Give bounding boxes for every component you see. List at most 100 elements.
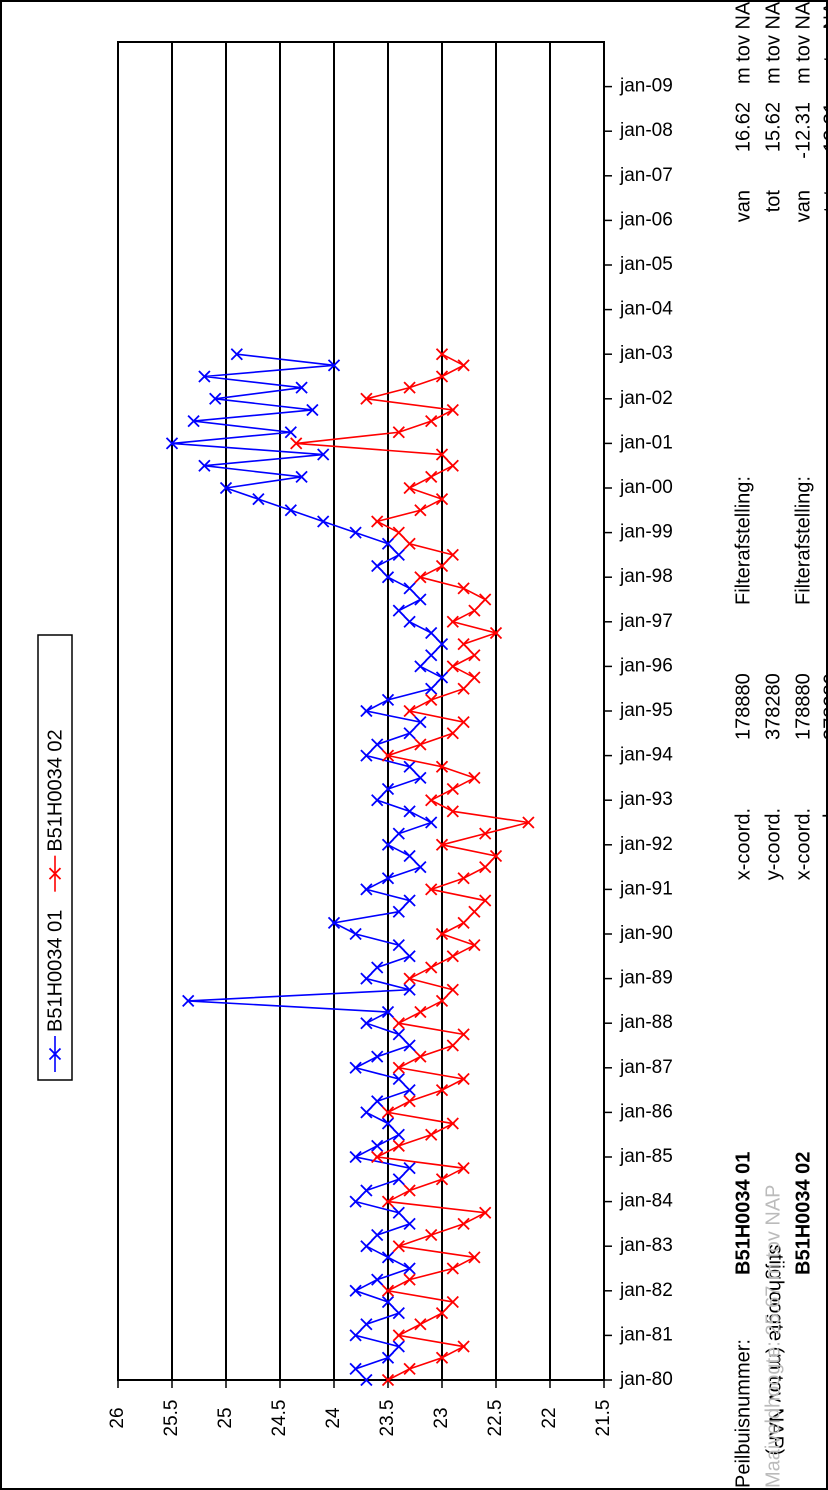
y-tick-label: 22 <box>539 1407 560 1428</box>
info-well: B51H0034 02 <box>792 1152 814 1275</box>
point-marker <box>425 1128 438 1141</box>
point-marker <box>446 950 459 963</box>
point-marker <box>360 749 373 762</box>
point-marker <box>392 526 405 539</box>
point-marker <box>360 972 373 985</box>
y-tick-label: 22.5 <box>485 1400 506 1437</box>
x-tick-label: jan-88 <box>619 1012 673 1033</box>
point-marker <box>435 448 449 461</box>
x-tick-label: jan-82 <box>619 1280 673 1301</box>
point-marker <box>165 437 179 450</box>
info-coord: 378280 <box>820 673 828 740</box>
point-marker <box>435 1306 449 1320</box>
x-tick-label: jan-00 <box>619 477 673 498</box>
point-marker <box>403 983 416 996</box>
plot-area <box>118 42 604 1380</box>
point-marker <box>392 905 405 918</box>
legend-marker <box>48 867 62 880</box>
info-filter-label: Filterafstelling: <box>792 476 814 605</box>
point-marker <box>403 805 416 818</box>
x-tick-label: jan-80 <box>619 1369 673 1390</box>
x-tick-label: jan-81 <box>619 1324 673 1345</box>
point-marker <box>468 905 481 918</box>
point-marker <box>360 1106 373 1119</box>
point-marker <box>381 1251 395 1264</box>
point-marker <box>371 1150 384 1164</box>
point-marker <box>425 649 438 662</box>
point-marker <box>457 359 470 372</box>
point-marker <box>414 571 427 584</box>
info-unit: m tov NAP <box>732 0 754 84</box>
point-marker <box>360 1240 373 1253</box>
point-marker <box>198 459 211 472</box>
point-marker <box>360 883 373 896</box>
point-marker <box>392 548 405 562</box>
point-marker <box>446 1262 459 1275</box>
y-axis-title: stijghoogte (m tov NAP) <box>765 1244 787 1455</box>
point-marker <box>403 849 416 863</box>
info-coord-label: x-coord. <box>732 808 754 880</box>
point-marker <box>446 403 459 417</box>
x-tick-label: jan-89 <box>619 968 673 989</box>
point-marker <box>435 760 449 773</box>
point-marker <box>489 626 503 640</box>
point-marker <box>425 682 438 695</box>
point-marker <box>468 671 481 684</box>
x-tick-label: jan-94 <box>619 745 673 766</box>
point-marker <box>457 1217 470 1231</box>
point-marker <box>381 749 395 762</box>
point-marker <box>446 1039 459 1052</box>
point-marker <box>425 626 438 640</box>
point-marker <box>425 794 438 807</box>
point-marker <box>446 1295 459 1309</box>
point-marker <box>403 1184 416 1197</box>
point-marker <box>414 860 427 874</box>
point-marker <box>403 972 416 985</box>
x-tick-label: jan-09 <box>619 76 673 97</box>
y-tick-label: 21.5 <box>593 1400 614 1437</box>
info-range-label: van <box>792 190 814 222</box>
point-marker <box>371 961 384 974</box>
point-marker <box>360 392 373 405</box>
point-marker <box>425 414 438 428</box>
point-marker <box>479 860 492 874</box>
point-marker <box>457 1028 470 1041</box>
point-marker <box>446 727 459 740</box>
info-level: 16.62 <box>732 102 754 152</box>
x-tick-label: jan-99 <box>619 522 673 543</box>
point-marker <box>403 1095 416 1108</box>
x-tick-label: jan-97 <box>619 611 673 632</box>
point-marker <box>468 649 481 662</box>
point-marker <box>381 1295 395 1309</box>
point-marker <box>381 571 395 584</box>
point-marker <box>360 704 373 718</box>
point-marker <box>371 1050 384 1063</box>
point-marker <box>182 994 195 1008</box>
point-marker <box>371 1228 384 1242</box>
point-marker <box>209 392 222 405</box>
x-tick-label: jan-93 <box>619 789 673 810</box>
point-marker <box>219 481 233 495</box>
point-marker <box>457 872 470 885</box>
point-marker <box>381 1005 395 1019</box>
point-marker <box>198 370 211 383</box>
point-marker <box>446 805 459 818</box>
x-tick-label: jan-86 <box>619 1101 673 1122</box>
point-marker <box>295 470 308 483</box>
point-marker <box>317 448 330 461</box>
point-marker <box>371 738 384 751</box>
point-marker <box>349 526 362 539</box>
point-marker <box>392 604 405 617</box>
point-marker <box>446 782 459 796</box>
point-marker <box>371 1273 384 1286</box>
point-marker <box>392 426 405 439</box>
point-marker <box>414 593 427 606</box>
x-tick-label: jan-08 <box>619 120 673 141</box>
point-marker <box>381 1284 395 1297</box>
point-marker <box>327 359 341 372</box>
y-tick-label: 25.5 <box>161 1400 182 1437</box>
info-label: Peilbuisnummer: <box>732 1339 754 1488</box>
